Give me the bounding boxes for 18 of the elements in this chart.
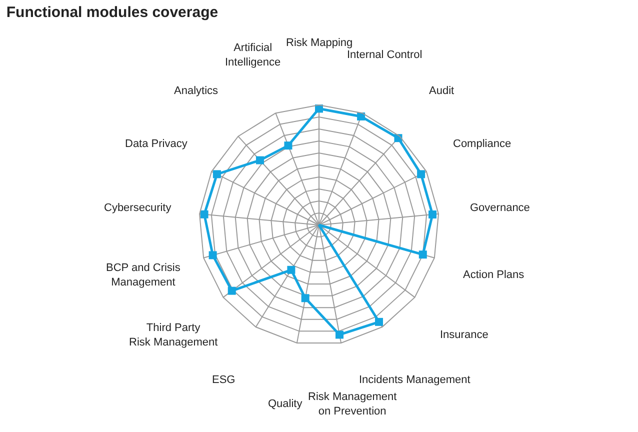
spoke-label: BCP and Crisis Management: [106, 262, 181, 288]
chart-title: Functional modules coverage: [6, 4, 218, 21]
spoke-label: Action Plans: [463, 269, 525, 281]
spoke-label: Governance: [470, 202, 530, 214]
spoke-label: Compliance: [453, 138, 512, 150]
spoke-label: Risk Management on Prevention: [308, 391, 397, 418]
spoke-label: Internal Control: [347, 49, 422, 61]
spoke-label: Analytics: [174, 85, 219, 97]
spoke-label: Audit: [429, 85, 454, 97]
spoke-label: Artificial Intelligence: [225, 42, 281, 68]
spoke-label: Cybersecurity: [104, 202, 172, 214]
spoke-label: Insurance: [440, 329, 488, 341]
spoke-label: Third Party Risk Management: [129, 322, 218, 348]
spoke-label: Quality: [268, 398, 303, 410]
spoke-label: Incidents Management: [359, 374, 470, 386]
spoke-label: Risk Mapping: [286, 37, 353, 49]
spoke-label: ESG: [212, 374, 236, 386]
spoke-label: Data Privacy: [125, 138, 188, 150]
